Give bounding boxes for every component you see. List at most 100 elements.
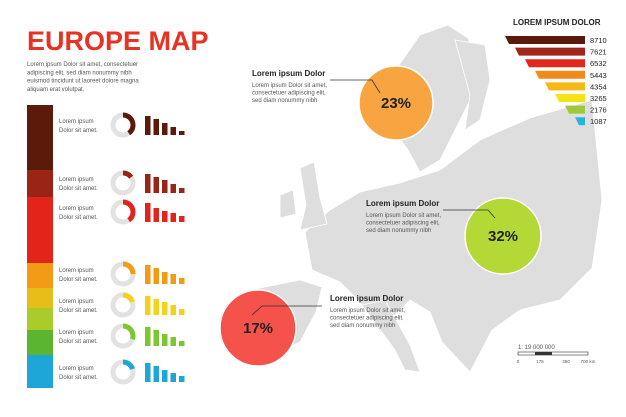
mini-bar <box>162 334 168 346</box>
callout-circle <box>219 289 297 367</box>
legend-bar <box>515 47 585 56</box>
mini-bar <box>145 363 151 382</box>
mini-bar <box>179 216 185 222</box>
mini-bar <box>170 305 176 315</box>
mini-bar <box>162 272 168 284</box>
legend-value: 5443 <box>590 71 607 80</box>
mini-bar <box>179 278 185 284</box>
callout-circle <box>358 65 434 141</box>
scale-tick: 700 km <box>581 359 596 364</box>
row-label: Dolor sit amet. <box>59 186 98 192</box>
mini-bar <box>145 203 151 222</box>
legend-bar <box>565 105 585 114</box>
mini-bar <box>145 296 151 315</box>
donut-arc <box>110 323 136 349</box>
intro-line: aliquam erat volutpat. <box>27 87 85 93</box>
leader-line <box>443 209 496 219</box>
mini-bar <box>170 213 176 222</box>
intro-line: euismod tincidunt ut laoreet dolore magn… <box>27 79 139 85</box>
mini-bar <box>153 330 159 346</box>
legend-bar <box>525 59 585 68</box>
mini-bar <box>179 309 185 315</box>
donut-arc <box>110 112 136 138</box>
mini-bar <box>179 131 185 135</box>
callout-text: consectetuer adipiscing elit, <box>252 91 326 97</box>
legend-value: 7621 <box>590 48 607 57</box>
callout-value: 23% <box>381 95 411 112</box>
intro-line: adipiscing elit, sed diam nonummy nibh <box>27 70 132 76</box>
mini-bar <box>153 119 159 135</box>
mini-bar <box>170 127 176 135</box>
callout-title: Lorem ipsum Dolor <box>366 199 439 208</box>
mini-bar <box>153 268 159 284</box>
callout-text: Lorem ipsum Dolor sit amet, <box>330 308 405 314</box>
callout-title: Lorem ipsum Dolor <box>330 294 403 303</box>
mini-bar <box>170 274 176 284</box>
legend-title: LOREM IPSUM DOLOR <box>513 18 601 27</box>
row-label: Dolor sit amet. <box>59 215 98 221</box>
mini-bar <box>170 373 176 382</box>
mini-bar <box>145 265 151 284</box>
row-label: Lorem ipsum <box>59 299 94 305</box>
callout-text: Lorem ipsum Dolor sit amet, <box>366 213 441 219</box>
scale-bar: 1: 19 000 000 0 175 350 700 km <box>517 345 596 364</box>
callout-text: consectetuer adipiscing elit, <box>366 221 440 227</box>
row-label: Lorem ipsum <box>59 330 94 336</box>
legend-value: 8710 <box>590 36 607 45</box>
callout-text: consectetuer adipiscing elit, <box>330 316 404 322</box>
intro-line: Lorem ipsum Dolor sit amet, consectetuer <box>27 62 138 68</box>
legend-bar <box>575 117 585 126</box>
mini-bar <box>170 184 176 193</box>
scale-bar <box>517 351 589 356</box>
mini-bar <box>162 211 168 222</box>
callouts: Lorem ipsum Dolor Lorem ipsum Dolor sit a… <box>219 65 542 367</box>
callout-value: 17% <box>243 320 273 337</box>
legend-value: 3265 <box>590 94 607 103</box>
mini-bar <box>153 208 159 222</box>
legend: LOREM IPSUM DOLOR 8710 7621 6532 5443 4354 326… <box>505 18 607 126</box>
legend-bar <box>535 70 585 79</box>
donut-arc <box>110 170 136 196</box>
legend-bar <box>545 82 585 91</box>
callout-text: sed diam nonummy nibh <box>330 323 395 329</box>
mini-bar <box>153 177 159 193</box>
mini-bar <box>162 302 168 315</box>
row-label: Dolor sit amet. <box>59 375 98 381</box>
legend-value: 4354 <box>590 82 607 91</box>
row-label: Dolor sit amet. <box>59 277 98 283</box>
mini-bar <box>145 327 151 346</box>
scale-tick: 350 <box>562 359 570 364</box>
mini-bar <box>170 337 176 346</box>
row-label: Dolor sit amet. <box>59 339 98 345</box>
legend-bar <box>505 36 585 44</box>
mini-bar <box>145 174 151 193</box>
leader-line <box>330 79 381 94</box>
scale-tick: 175 <box>536 359 544 364</box>
legend-value: 1087 <box>590 117 607 126</box>
row-label: Lorem ipsum <box>59 268 94 274</box>
mini-bar <box>162 180 168 193</box>
mini-bar <box>162 370 168 382</box>
row-label: Lorem ipsum <box>59 119 94 125</box>
scale-fill <box>535 352 552 355</box>
scale-tick: 0 <box>517 359 520 364</box>
rows: Lorem ipsum Dolor sit amet. Lorem ipsum Dol… <box>59 112 185 385</box>
row-label: Dolor sit amet. <box>59 128 98 134</box>
mini-bar <box>153 366 159 382</box>
side-bar <box>27 105 53 388</box>
callout-text: sed diam nonummy nibh <box>252 98 317 104</box>
row-label: Lorem ipsum <box>59 206 94 212</box>
donut-arc <box>110 261 136 287</box>
donut-arc <box>110 359 136 385</box>
title: EUROPE MAP <box>27 26 209 56</box>
legend-bar <box>555 94 585 102</box>
callout-value: 32% <box>488 228 518 245</box>
intro: Lorem ipsum Dolor sit amet, consectetuer… <box>27 62 139 93</box>
callout-circle <box>464 197 542 275</box>
mini-bar <box>145 116 151 135</box>
callout-text: Lorem ipsum Dolor sit amet, <box>252 83 327 89</box>
row-label: Lorem ipsum <box>59 366 94 372</box>
scale-ratio: 1: 19 000 000 <box>518 345 555 351</box>
callout-text: sed diam nonummy nibh <box>366 228 431 234</box>
legend-value: 2176 <box>590 106 607 115</box>
